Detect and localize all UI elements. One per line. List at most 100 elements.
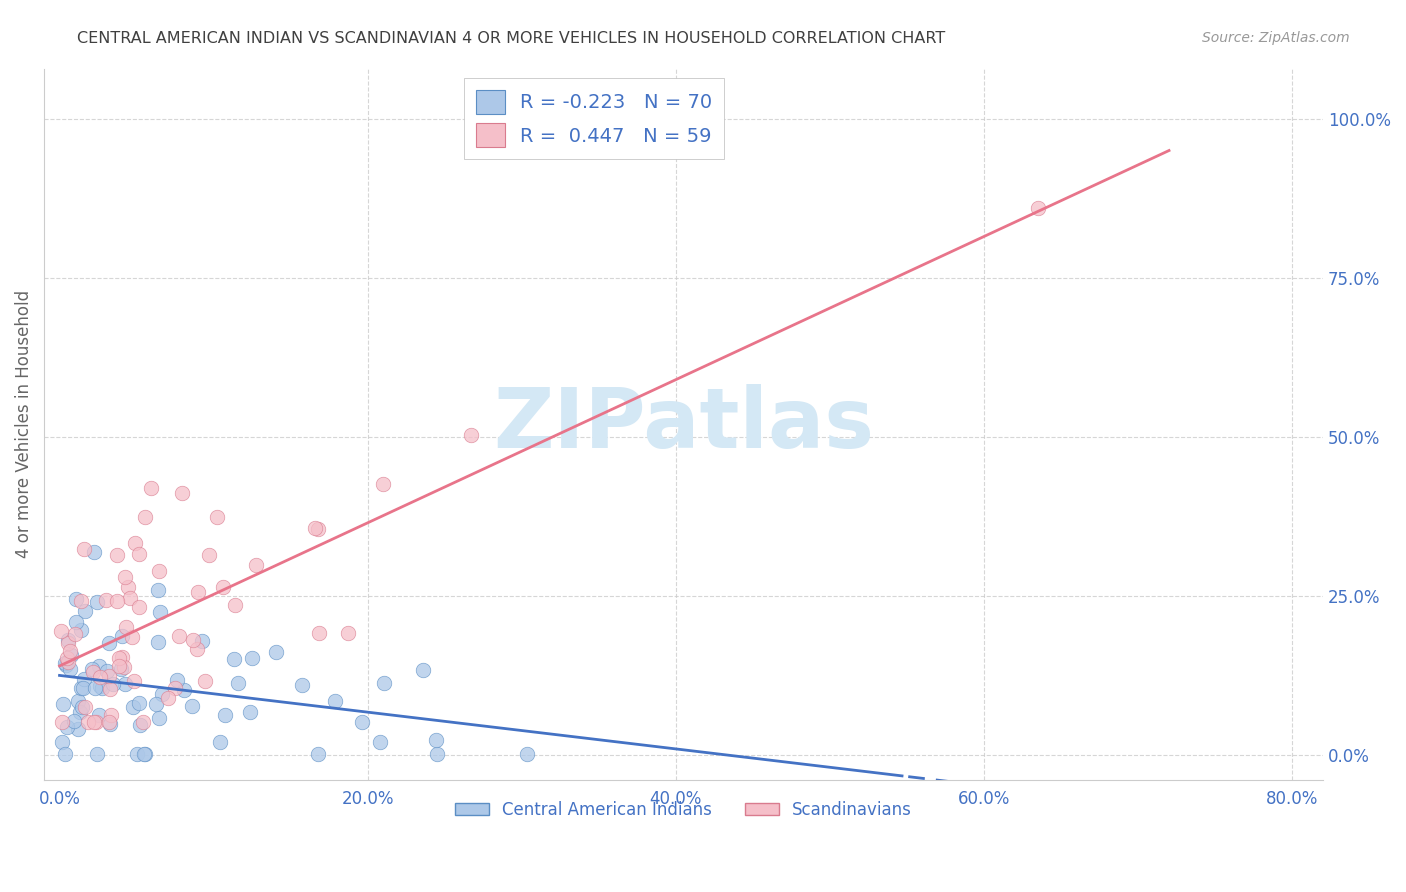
Point [167,629,190,643]
Point [128,696,150,710]
Point [307,747,329,762]
Point [98,681,121,696]
Text: Source: ZipAtlas.com: Source: ZipAtlas.com [1202,31,1350,45]
Point [62,714,84,729]
Point [308,626,330,640]
Point [105,594,128,608]
Point [110,662,132,676]
Point [58,662,80,676]
Point [70,700,93,714]
Point [150,688,173,702]
Point [108,659,131,673]
Point [82,665,104,679]
Point [181,632,204,647]
Point [66,723,89,737]
Point [426,747,449,762]
Point [97,635,120,649]
Point [107,651,129,665]
Point [304,521,326,535]
Point [55,657,77,672]
Point [124,536,146,550]
Y-axis label: 4 or more Vehicles in Household: 4 or more Vehicles in Household [15,291,32,558]
Legend: Central American Indians, Scandinavians: Central American Indians, Scandinavians [449,794,918,825]
Point [121,630,143,644]
Point [224,598,246,612]
Point [368,735,391,749]
Point [86,595,108,609]
Point [239,705,262,719]
Point [112,660,135,674]
Point [172,485,194,500]
Point [70,623,93,637]
Point [412,663,434,677]
Point [59,644,82,658]
Point [1026,202,1049,216]
Point [84,681,107,695]
Point [148,711,170,725]
Point [66,693,89,707]
Point [84,715,107,730]
Point [165,681,187,695]
Point [134,510,156,524]
Point [51,715,73,730]
Point [56,636,79,650]
Point [56,655,79,669]
Point [56,632,79,647]
Point [198,549,221,563]
Point [181,698,204,713]
Point [166,673,188,687]
Point [72,681,94,696]
Point [194,673,217,688]
Point [134,747,156,762]
Point [214,708,236,723]
Point [128,718,150,732]
Point [53,747,76,762]
Point [117,580,139,594]
Point [173,682,195,697]
Point [70,681,93,695]
Point [51,735,73,749]
Point [98,715,121,730]
Point [91,681,114,695]
Point [72,673,94,687]
Point [266,645,288,659]
Point [105,548,128,562]
Point [226,675,249,690]
Point [49,624,72,639]
Point [128,599,150,614]
Point [224,652,246,666]
Point [96,664,118,678]
Point [59,648,82,663]
Point [211,580,233,594]
Point [145,697,167,711]
Point [245,558,267,572]
Point [122,700,145,714]
Point [75,604,97,618]
Point [307,522,329,536]
Point [157,691,180,706]
Point [209,735,232,749]
Point [425,732,447,747]
Point [73,541,96,556]
Point [89,679,111,693]
Point [127,747,149,762]
Point [76,715,98,730]
Point [86,747,108,762]
Text: CENTRAL AMERICAN INDIAN VS SCANDINAVIAN 4 OR MORE VEHICLES IN HOUSEHOLD CORRELAT: CENTRAL AMERICAN INDIAN VS SCANDINAVIAN … [77,31,946,46]
Point [98,717,121,731]
Point [132,747,155,761]
Point [55,719,77,733]
Point [65,615,87,629]
Point [187,585,209,599]
Point [141,481,163,495]
Point [75,700,97,714]
Point [323,694,346,708]
Point [83,545,105,559]
Point [96,593,118,607]
Point [70,594,93,608]
Point [80,662,103,676]
Point [100,708,122,723]
Point [97,669,120,683]
Point [371,476,394,491]
Point [118,591,141,606]
